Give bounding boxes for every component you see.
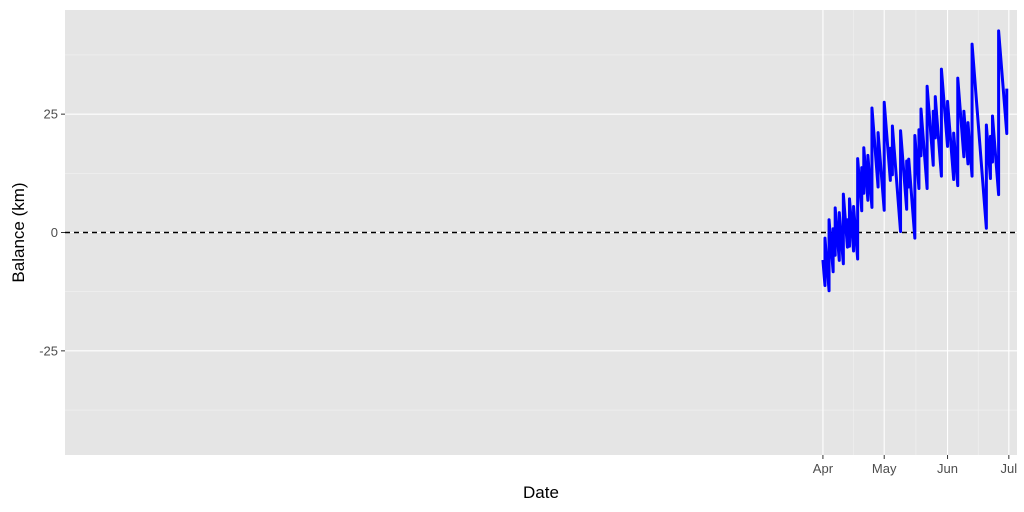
y-axis-ticks: -25 0 25 — [39, 107, 65, 358]
x-tick-label: Jul — [1001, 461, 1018, 476]
x-tick-label: Apr — [813, 461, 834, 476]
x-axis-title: Date — [523, 483, 559, 502]
y-tick-label: 0 — [51, 225, 58, 240]
y-axis-title: Balance (km) — [9, 182, 28, 282]
y-tick-label: -25 — [39, 343, 58, 358]
x-tick-label: Jun — [937, 461, 958, 476]
x-axis-ticks: Apr May Jun Jul — [813, 455, 1017, 476]
x-tick-label: May — [872, 461, 897, 476]
balance-series-line — [821, 29, 1009, 293]
y-tick-label: 25 — [44, 107, 58, 122]
